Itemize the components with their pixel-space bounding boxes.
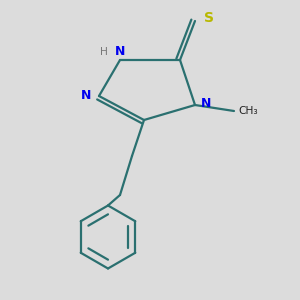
Text: N: N — [81, 89, 92, 103]
Text: S: S — [204, 11, 214, 25]
Text: N: N — [201, 97, 211, 110]
Text: H: H — [100, 47, 107, 58]
Text: CH₃: CH₃ — [238, 106, 258, 116]
Text: N: N — [115, 46, 125, 59]
